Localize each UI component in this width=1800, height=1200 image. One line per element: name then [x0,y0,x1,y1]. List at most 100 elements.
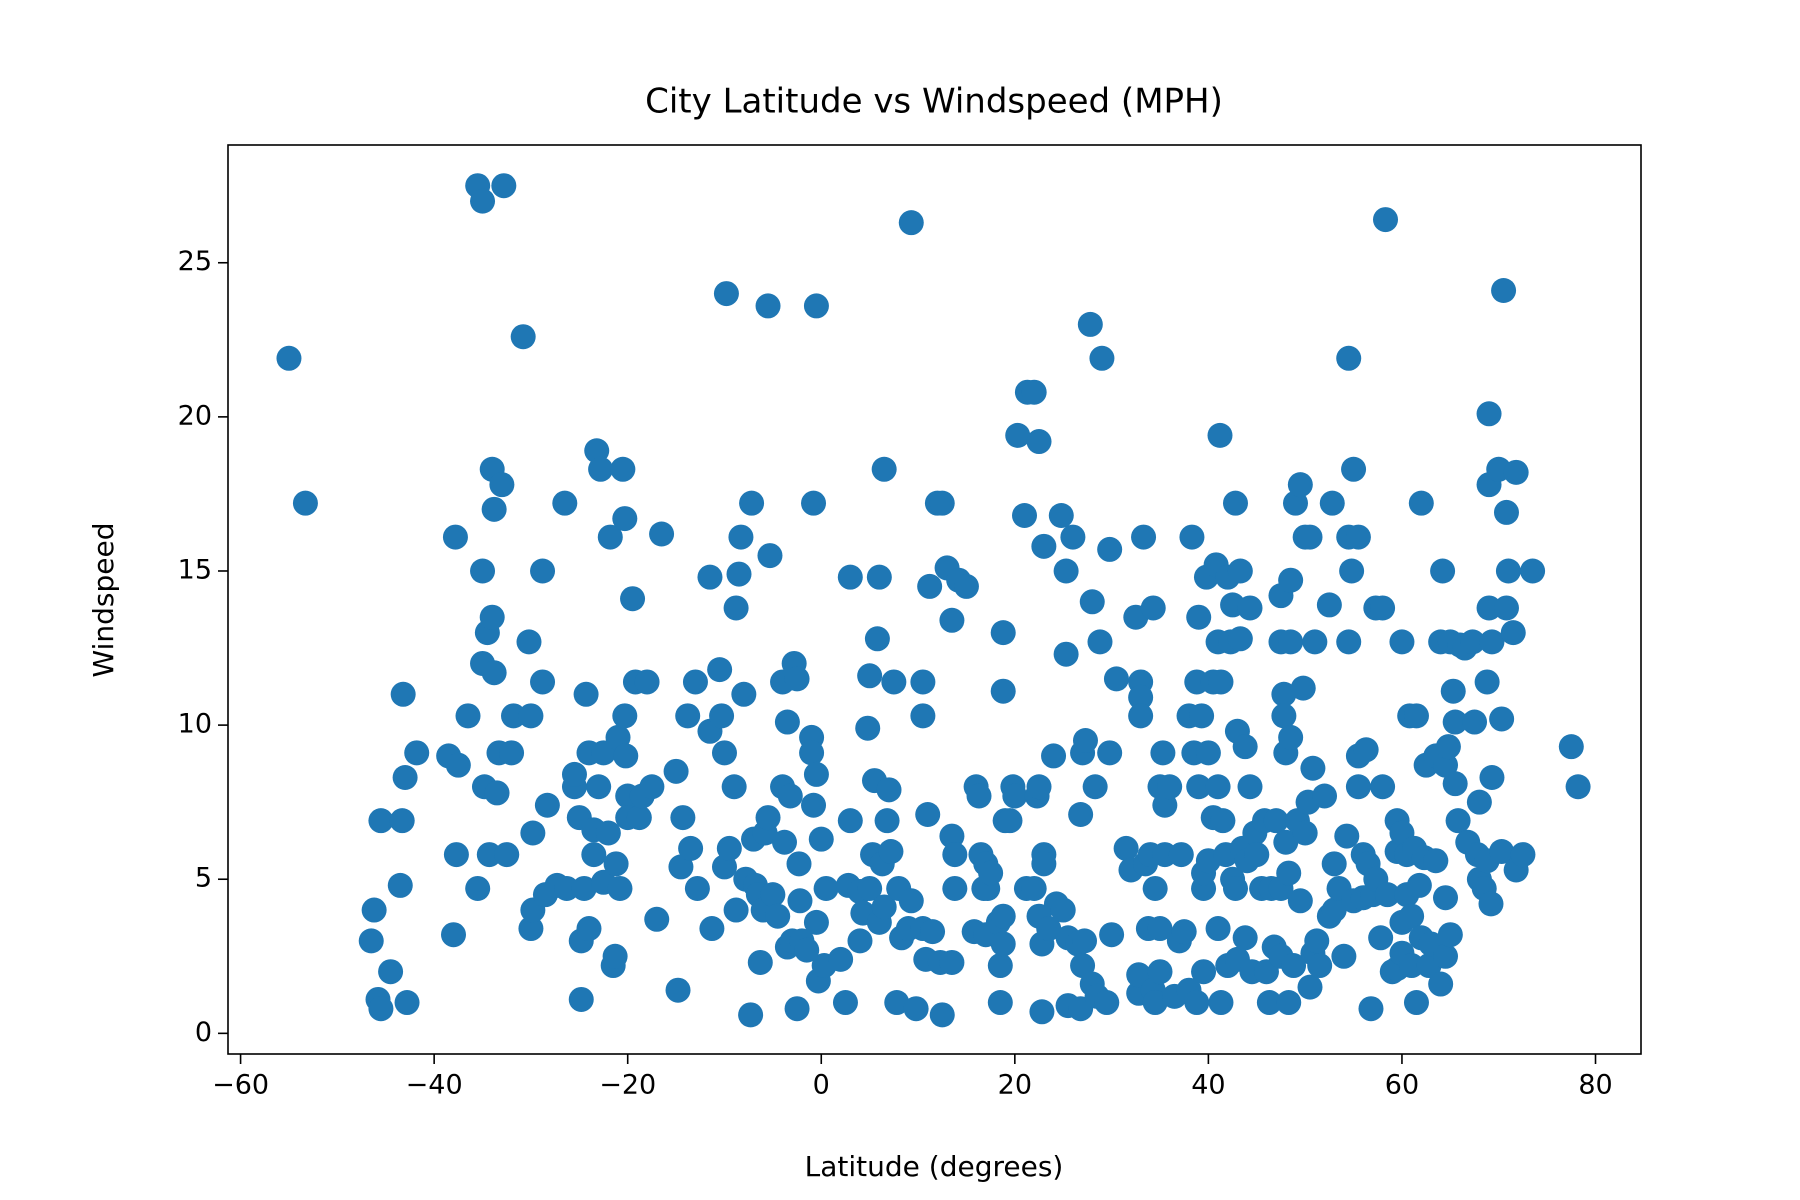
scatter-point [1150,740,1176,766]
scatter-point [1493,499,1519,525]
scatter-point [898,210,924,236]
scatter-point [1210,808,1236,834]
scatter-point [389,808,415,834]
y-tick-label: 25 [178,246,212,277]
scatter-point [1147,959,1173,985]
scatter-point [1331,943,1357,969]
scatter-point [847,928,873,954]
scatter-point [723,897,749,923]
scatter-point [942,842,968,868]
scatter-point [1476,401,1502,427]
scatter-point [1278,567,1304,593]
scatter-point [1442,709,1468,735]
scatter-point [1423,848,1449,874]
scatter-point [1103,666,1129,692]
scatter-point [771,829,797,855]
scatter-point [728,524,754,550]
scatter-point [1358,996,1384,1022]
scatter-point [1491,277,1517,303]
y-axis-label: Windspeed [87,523,120,678]
scatter-point [368,808,394,834]
scatter-point [581,842,607,868]
scatter-point [518,916,544,942]
scatter-point [1403,990,1429,1016]
scatter-point [1460,629,1486,655]
scatter-point [1002,783,1028,809]
scatter-point [470,558,496,584]
scatter-point [953,573,979,599]
scatter-point [747,949,773,975]
scatter-point [1050,897,1076,923]
plot-area [276,173,1591,1028]
scatter-point [1389,629,1415,655]
scatter-point [803,761,829,787]
scatter-point [1205,916,1231,942]
scatter-point [1408,490,1434,516]
scatter-point [709,703,735,729]
scatter-point [494,842,520,868]
scatter-point [1131,524,1157,550]
scatter-point [1195,740,1221,766]
scatter-point [465,875,491,901]
scatter-point [1087,629,1113,655]
scatter-point [682,669,708,695]
scatter-point [678,835,704,861]
scatter-point [1433,752,1459,778]
scatter-point [1232,734,1258,760]
scatter-point [799,740,825,766]
scatter-point [1493,595,1519,621]
scatter-point [1186,604,1212,630]
scatter-point [620,586,646,612]
scatter-point [394,990,420,1016]
scatter-point [813,875,839,901]
scatter-point [1316,592,1342,618]
scatter-point [484,780,510,806]
scatter-point [1321,851,1347,877]
scatter-point [832,990,858,1016]
scatter-point [1227,558,1253,584]
scatter-point [1079,589,1105,615]
scatter-point [1442,771,1468,797]
scatter-point [1406,872,1432,898]
scatter-point [1290,675,1316,701]
scatter-point [939,823,965,849]
scatter-point [1222,490,1248,516]
scatter-point [987,953,1013,979]
scatter-point [1334,823,1360,849]
scatter-point [1186,774,1212,800]
scatter-point [530,669,556,695]
scatter-point [784,666,810,692]
scatter-point [942,875,968,901]
scatter-point [1302,629,1328,655]
scatter-point [1276,860,1302,886]
scatter-point [755,805,781,831]
scatter-point [530,558,556,584]
scatter-point [588,456,614,482]
scatter-point [990,620,1016,646]
scatter-point [1271,681,1297,707]
scatter-point [390,681,416,707]
x-tick-label: −60 [212,1070,269,1101]
scatter-point [1068,801,1094,827]
x-tick-label: 80 [1578,1070,1612,1101]
scatter-point [440,922,466,948]
scatter-point [917,573,943,599]
scatter-point [920,919,946,945]
scatter-point [1142,990,1168,1016]
scatter-point [1300,755,1326,781]
scatter-point [649,521,675,547]
scatter-point [1489,706,1515,732]
scatter-point [1287,472,1313,498]
scatter-point [881,669,907,695]
scatter-point [871,456,897,482]
scatter-point [760,882,786,908]
scatter-point [801,792,827,818]
scatter-point [1403,703,1429,729]
scatter-point [1147,916,1173,942]
scatter-point [476,842,502,868]
scatter-point [595,820,621,846]
scatter-point [1428,971,1454,997]
scatter-point [634,669,660,695]
scatter-point [586,774,612,800]
scatter-point [626,805,652,831]
